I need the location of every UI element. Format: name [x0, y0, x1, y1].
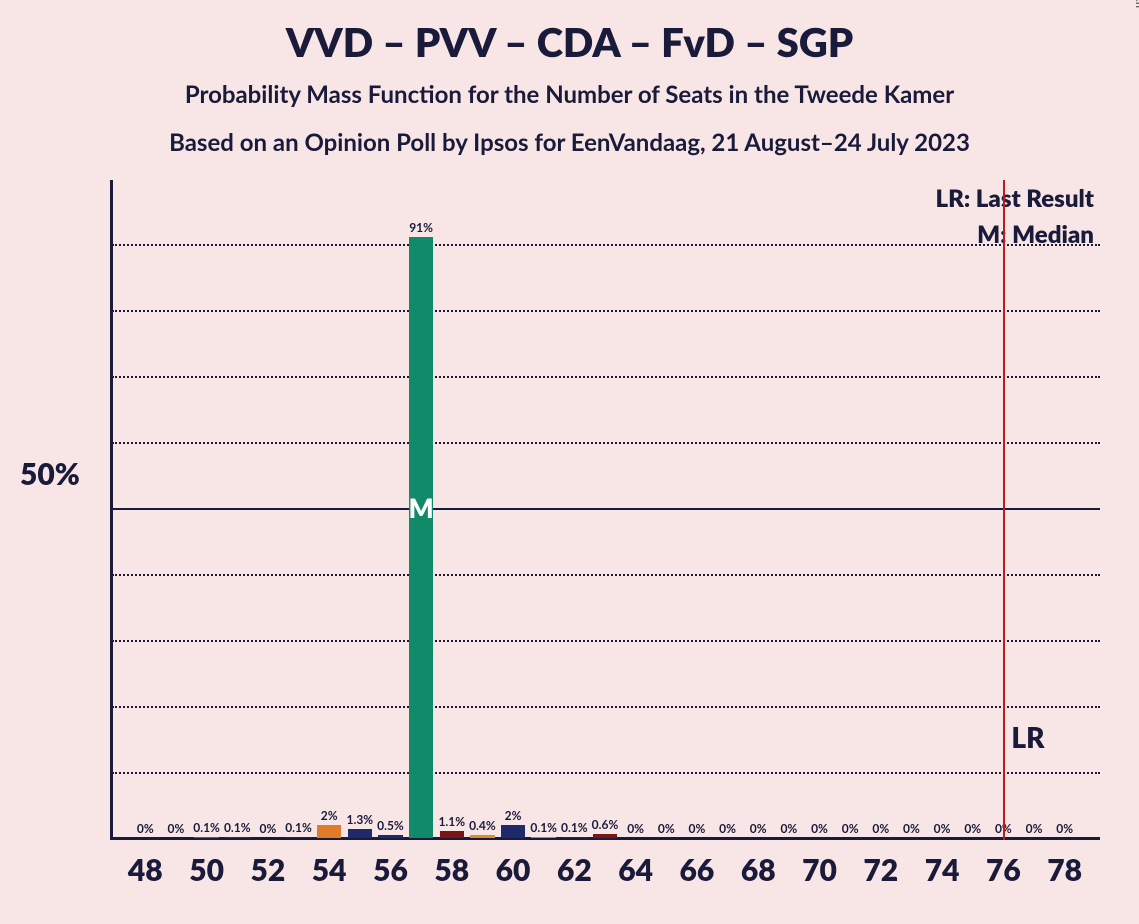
chart-subtitle-1: Probability Mass Function for the Number…	[0, 80, 1139, 109]
bar-value-label: 0%	[964, 821, 981, 838]
bar: 0.1%	[225, 837, 250, 838]
bar: 0.1%	[531, 837, 556, 838]
x-tick-label: 58	[434, 852, 469, 888]
chart-subtitle-2: Based on an Opinion Poll by Ipsos for Ee…	[0, 128, 1139, 157]
bar-value-label: 0%	[872, 821, 889, 838]
bar-value-label: 0.1%	[561, 820, 588, 837]
bar-value-label: 0%	[1056, 821, 1073, 838]
x-tick-label: 72	[863, 852, 898, 888]
x-tick-label: 52	[250, 852, 285, 888]
x-tick-label: 48	[128, 852, 163, 888]
plot-area: 50% LR: Last Result M: Median 4850525456…	[110, 180, 1100, 840]
bar-value-label: 0.5%	[377, 818, 404, 835]
chart-title: VVD – PVV – CDA – FvD – SGP	[0, 18, 1139, 66]
bar-value-label: 0%	[627, 821, 644, 838]
x-tick-label: 54	[312, 852, 347, 888]
bar-value-label: 2%	[505, 808, 522, 825]
x-tick-label: 74	[925, 852, 960, 888]
x-tick-label: 62	[557, 852, 592, 888]
bar-value-label: 0%	[137, 821, 154, 838]
bar: 0.1%	[286, 837, 311, 838]
bar-value-label: 0%	[719, 821, 736, 838]
bar: 0.4%	[470, 835, 495, 838]
y-tick-50: 50%	[20, 456, 80, 492]
bar: 0.6%	[593, 834, 618, 838]
bar-value-label: 0%	[750, 821, 767, 838]
bar-value-label: 91%	[409, 220, 433, 237]
gridline	[112, 706, 1100, 708]
bar-value-label: 0.4%	[469, 818, 496, 835]
bar: 2%	[501, 825, 526, 838]
gridline	[112, 772, 1100, 774]
gridline	[112, 244, 1100, 246]
gridline	[112, 640, 1100, 642]
last-result-label: LR	[1011, 720, 1044, 754]
bar-value-label: 2%	[321, 808, 338, 825]
gridline	[112, 508, 1100, 510]
x-tick-label: 50	[189, 852, 224, 888]
bar: 2%	[317, 825, 342, 838]
bar-value-label: 1.3%	[347, 812, 374, 829]
y-axis	[110, 180, 113, 840]
x-tick-label: 56	[373, 852, 408, 888]
gridline	[112, 310, 1100, 312]
bar-value-label: 0%	[259, 821, 276, 838]
gridline	[112, 574, 1100, 576]
bar-value-label: 0.1%	[285, 820, 312, 837]
bar: 1.3%	[348, 829, 373, 838]
bar-value-label: 0%	[903, 821, 920, 838]
bar-value-label: 0%	[658, 821, 675, 838]
bar-value-label: 0.1%	[530, 820, 557, 837]
last-result-line	[1003, 180, 1005, 840]
x-tick-label: 68	[741, 852, 776, 888]
bar: 0.5%	[378, 835, 403, 838]
bar-value-label: 1.1%	[438, 814, 465, 831]
bar-value-label: 0%	[780, 821, 797, 838]
bar: 1.1%	[440, 831, 465, 838]
x-tick-label: 60	[496, 852, 531, 888]
bar-value-label: 0%	[689, 821, 706, 838]
copyright-text: © 2023 Filip van Laenen	[1133, 0, 1139, 8]
legend-last-result: LR: Last Result	[936, 184, 1094, 213]
x-tick-label: 70	[802, 852, 837, 888]
x-tick-label: 66	[680, 852, 715, 888]
bar-value-label: 0.6%	[592, 817, 619, 834]
bar-value-label: 0%	[811, 821, 828, 838]
gridline	[112, 376, 1100, 378]
bar-value-label: 0.1%	[193, 820, 220, 837]
x-tick-label: 76	[986, 852, 1021, 888]
bar: 0.1%	[194, 837, 219, 838]
x-tick-label: 64	[618, 852, 653, 888]
bar: 0.1%	[562, 837, 587, 838]
bar-value-label: 0.1%	[224, 820, 251, 837]
median-marker: M	[409, 492, 434, 524]
bar-value-label: 0%	[168, 821, 185, 838]
x-tick-label: 78	[1047, 852, 1082, 888]
bar-value-label: 0%	[1026, 821, 1043, 838]
bar-value-label: 0%	[842, 821, 859, 838]
gridline	[112, 442, 1100, 444]
bar: 91%M	[409, 237, 434, 838]
bar-value-label: 0%	[934, 821, 951, 838]
